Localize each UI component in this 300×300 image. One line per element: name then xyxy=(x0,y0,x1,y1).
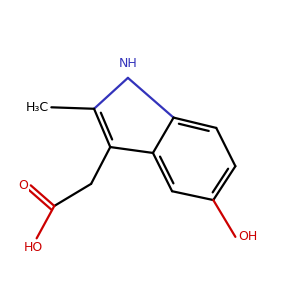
Text: NH: NH xyxy=(118,58,137,70)
Text: HO: HO xyxy=(24,241,43,254)
Text: OH: OH xyxy=(238,230,258,243)
Text: H₃C: H₃C xyxy=(25,101,48,114)
Text: O: O xyxy=(18,179,28,192)
